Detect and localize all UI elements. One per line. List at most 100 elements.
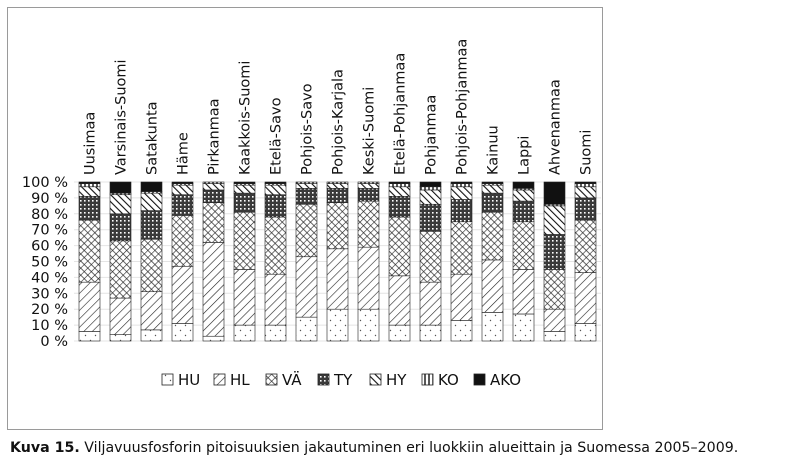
bar-segment-hy — [326, 183, 349, 189]
caption-label: Kuva 15. — [10, 440, 80, 456]
bar-segment-hl — [481, 259, 504, 313]
bar-segment-va — [295, 203, 318, 258]
bar-segment-va — [481, 211, 504, 261]
bar-segment-ako — [481, 181, 504, 184]
figure-caption: Kuva 15. Viljavuusfosforin pitoisuuksien… — [10, 440, 790, 456]
bar-segment-va — [357, 200, 380, 248]
category-label: Etelä-Savo — [269, 97, 285, 175]
bar-segment-hu — [140, 329, 163, 342]
bar-segment-hy — [388, 186, 411, 197]
category-label: Häme — [176, 132, 192, 175]
bar-segment-va — [388, 216, 411, 277]
legend-label: TY — [333, 371, 353, 389]
category-label: Keski-Suomi — [362, 87, 378, 175]
bar-segment-hl — [171, 265, 194, 324]
y-tick-label: 90 % — [31, 191, 68, 207]
bar-segment-hl — [450, 273, 473, 321]
legend-label: HY — [386, 371, 407, 389]
bar-segment-ty — [295, 188, 318, 205]
bar-segment-ty — [233, 192, 256, 213]
bar-segment-hu — [326, 308, 349, 342]
bar-segment-va — [574, 219, 597, 273]
bar-segment-ako — [78, 181, 101, 184]
legend-label: AKO — [490, 371, 521, 389]
bar-segment-ko — [574, 183, 597, 188]
bar-segment-ako — [388, 181, 411, 184]
y-tick-label: 20 % — [31, 302, 68, 318]
legend-swatch-hu — [161, 373, 174, 386]
category-label: Suomi — [579, 130, 595, 175]
bar-segment-ko — [295, 181, 318, 184]
bar-segment-hl — [109, 297, 132, 335]
bar-segment-hu — [233, 324, 256, 342]
bar-segment-ko — [388, 183, 411, 188]
category-label: Varsinais-Suomi — [114, 59, 130, 175]
bar-segment-va — [140, 238, 163, 293]
bar-segment-hl — [326, 248, 349, 310]
bar-segment-ty — [140, 210, 163, 240]
bar-segment-hu — [109, 334, 132, 342]
bar-segment-ako — [140, 181, 163, 192]
caption-text: Viljavuusfosforin pitoisuuksien jakautum… — [84, 440, 739, 456]
bar-segment-ty — [574, 197, 597, 221]
category-label: Pohjois-Karjala — [331, 69, 347, 175]
bar-segment-hy — [295, 183, 318, 189]
bar-segment-ty — [419, 203, 442, 232]
y-tick-label: 60 % — [31, 239, 68, 255]
bar-segment-ty — [109, 213, 132, 242]
bar-segment-hl — [140, 291, 163, 331]
bar-segment-ty — [171, 194, 194, 216]
bar-segment-hu — [357, 308, 380, 342]
y-tick-label: 50 % — [31, 255, 68, 271]
category-label: Kainuu — [486, 125, 502, 175]
bar-segment-hu — [574, 323, 597, 342]
y-tick-label: 10 % — [31, 318, 68, 334]
bar-segment-ty — [481, 192, 504, 213]
bar-segment-hy — [233, 184, 256, 194]
bar-segment-va — [264, 216, 287, 275]
bar-segment-hy — [512, 189, 535, 202]
stacked-bar-chart: 0 %10 %20 %30 %40 %50 %60 %70 %80 %90 %1… — [22, 39, 601, 389]
legend-label: VÄ — [282, 370, 302, 389]
legend-label: HL — [230, 371, 250, 389]
legend-swatch-ty — [317, 373, 330, 386]
bar-segment-ty — [264, 194, 287, 218]
bar-segment-hu — [202, 335, 225, 342]
bar-segment-ko — [450, 183, 473, 188]
bar-segment-hl — [357, 246, 380, 310]
bar-segment-hu — [388, 324, 411, 342]
category-label: Pohjanmaa — [424, 95, 440, 175]
bar-segment-ko — [78, 183, 101, 188]
category-label: Pohjois-Pohjanmaa — [455, 39, 471, 175]
bar-segment-va — [78, 219, 101, 283]
bar-segment-hl — [419, 281, 442, 326]
category-label: Pirkanmaa — [207, 98, 223, 175]
bar-segment-hl — [388, 275, 411, 326]
bar-segment-ty — [357, 188, 380, 202]
bar-segment-ako — [109, 181, 132, 194]
bar-segment-ty — [450, 199, 473, 223]
bar-segment-hu — [450, 320, 473, 342]
bar-segment-ty — [388, 196, 411, 218]
bar-segment-va — [419, 230, 442, 283]
bar-segment-ty — [512, 200, 535, 223]
bar-segment-hl — [295, 256, 318, 318]
bar-segment-hy — [419, 189, 442, 205]
bar-segment-hy — [78, 186, 101, 197]
bar-segment-hy — [140, 192, 163, 211]
bar-segment-hu — [264, 324, 287, 342]
y-tick-label: 70 % — [31, 223, 68, 239]
legend-swatch-hy — [369, 373, 382, 386]
bar-segment-ako — [233, 181, 256, 184]
bar-segment-ako — [171, 181, 194, 184]
bar-segment-hu — [481, 312, 504, 342]
category-label: Satakunta — [145, 101, 161, 175]
bar-segment-hy — [109, 194, 132, 215]
bar-segment-hl — [574, 272, 597, 324]
bar-segment-hu — [419, 324, 442, 342]
y-tick-label: 80 % — [31, 207, 68, 223]
bar-segment-hu — [512, 313, 535, 342]
bar-segment-hl — [78, 281, 101, 332]
bar-segment-hl — [512, 269, 535, 315]
legend-swatch-va — [265, 373, 278, 386]
